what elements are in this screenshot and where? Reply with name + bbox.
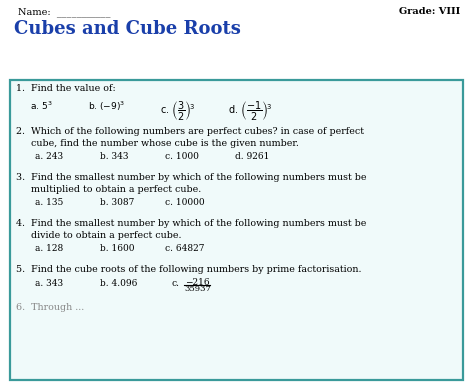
Text: 6.  Through ...: 6. Through ...: [16, 303, 84, 312]
Text: 35937: 35937: [184, 285, 211, 293]
Text: b. $(-9)^3$: b. $(-9)^3$: [88, 100, 125, 114]
Text: Grade: VIII: Grade: VIII: [399, 7, 460, 16]
Text: b. 1600: b. 1600: [100, 244, 135, 253]
Text: 3.  Find the smallest number by which of the following numbers must be: 3. Find the smallest number by which of …: [16, 173, 366, 182]
Text: divide to obtain a perfect cube.: divide to obtain a perfect cube.: [16, 231, 182, 240]
Text: c.: c.: [172, 279, 180, 288]
FancyBboxPatch shape: [10, 80, 463, 380]
Text: 1.  Find the value of:: 1. Find the value of:: [16, 84, 116, 93]
Text: a. 128: a. 128: [35, 244, 63, 253]
Text: c. 64827: c. 64827: [165, 244, 204, 253]
Text: 5.  Find the cube roots of the following numbers by prime factorisation.: 5. Find the cube roots of the following …: [16, 265, 362, 274]
Text: Cubes and Cube Roots: Cubes and Cube Roots: [14, 20, 241, 38]
Text: a. 135: a. 135: [35, 198, 64, 207]
Text: d. $\left(\dfrac{-1}{2}\right)^{\!3}$: d. $\left(\dfrac{-1}{2}\right)^{\!3}$: [228, 100, 273, 123]
Text: c. $\left(\dfrac{3}{2}\right)^{\!3}$: c. $\left(\dfrac{3}{2}\right)^{\!3}$: [160, 100, 195, 123]
Text: c. 10000: c. 10000: [165, 198, 205, 207]
Text: b. 4.096: b. 4.096: [100, 279, 137, 288]
Text: b. 3087: b. 3087: [100, 198, 134, 207]
Text: a. 343: a. 343: [35, 279, 63, 288]
Text: cube, find the number whose cube is the given number.: cube, find the number whose cube is the …: [16, 139, 299, 148]
Text: Name:  ___________: Name: ___________: [18, 7, 110, 17]
Text: multiplied to obtain a perfect cube.: multiplied to obtain a perfect cube.: [16, 185, 201, 194]
Text: b. 343: b. 343: [100, 152, 128, 161]
Text: 2.  Which of the following numbers are perfect cubes? in case of perfect: 2. Which of the following numbers are pe…: [16, 127, 364, 136]
Text: 4.  Find the smallest number by which of the following numbers must be: 4. Find the smallest number by which of …: [16, 219, 366, 228]
Text: −216: −216: [185, 278, 210, 287]
Text: a. $5^3$: a. $5^3$: [30, 100, 53, 112]
Text: a. 243: a. 243: [35, 152, 63, 161]
Text: d. 9261: d. 9261: [235, 152, 269, 161]
Text: c. 1000: c. 1000: [165, 152, 199, 161]
